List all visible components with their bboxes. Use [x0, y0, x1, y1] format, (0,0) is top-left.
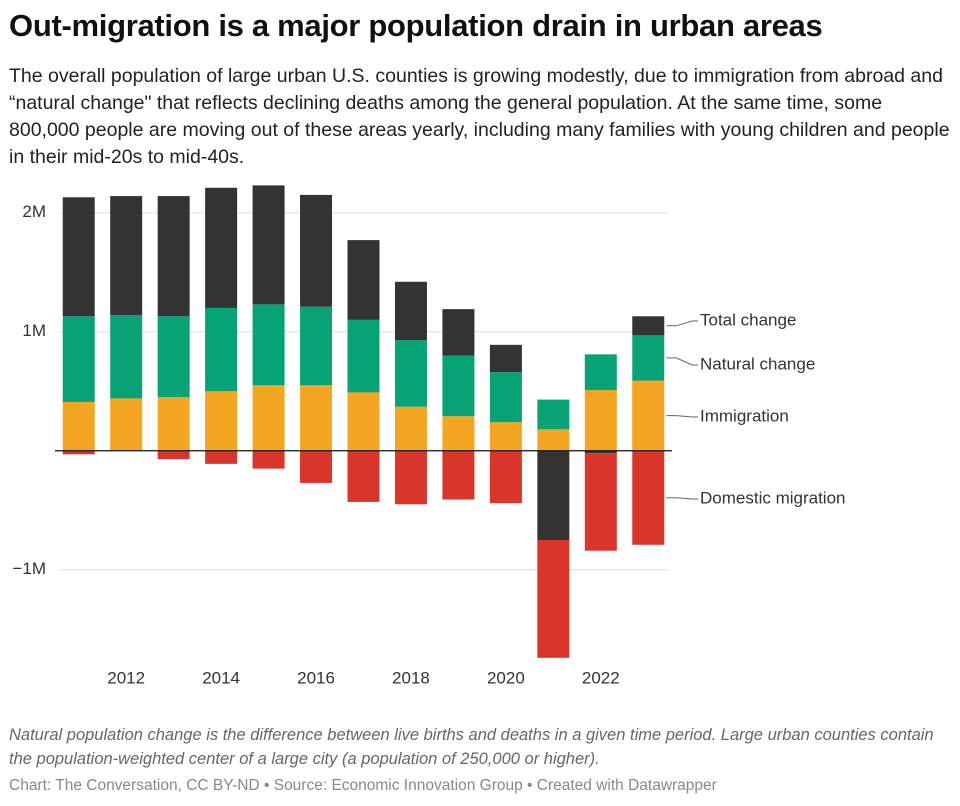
legend-leader: [666, 497, 699, 500]
bar-segment: [584, 450, 617, 454]
bar-segment: [347, 319, 380, 393]
bar-segment: [205, 187, 238, 308]
bar-segment: [537, 450, 570, 540]
bar-segment: [157, 397, 190, 451]
bar-segment: [300, 306, 333, 386]
legend-label: Domestic migration: [700, 488, 846, 507]
bar-segment: [489, 450, 522, 504]
x-tick-label: 2022: [582, 668, 620, 687]
bar-segment: [442, 355, 475, 417]
bar-segment: [442, 450, 475, 500]
x-tick-label: 2020: [487, 668, 525, 687]
bar-segment: [205, 450, 238, 464]
x-tick-label: 2012: [107, 668, 145, 687]
chart-subtitle: The overall population of large urban U.…: [9, 65, 950, 168]
y-tick-label: 1M: [22, 321, 46, 340]
chart-title: Out-migration is a major population drai…: [9, 8, 823, 43]
bar-segment: [489, 372, 522, 423]
bar-segment: [110, 196, 143, 316]
x-tick-label: 2014: [202, 668, 240, 687]
bar-segment: [584, 354, 617, 391]
bar-segment: [394, 281, 427, 341]
bar-segment: [157, 450, 190, 460]
bar-segment: [110, 315, 143, 399]
x-tick-label: 2016: [297, 668, 335, 687]
bar-segment: [252, 304, 285, 386]
bar-segment: [62, 450, 95, 455]
legend-label: Immigration: [700, 406, 789, 425]
bar-segment: [62, 401, 95, 451]
bar-segment: [205, 391, 238, 451]
bar-segment: [537, 399, 570, 430]
bar-segment: [537, 540, 570, 658]
bar-segment: [110, 398, 143, 451]
bar-segment: [252, 185, 285, 305]
chart-note: Natural population change is the differe…: [9, 726, 934, 768]
bar-segment: [62, 316, 95, 402]
chart-source: Chart: The Conversation, CC BY-ND • Sour…: [9, 777, 717, 794]
y-tick-label: −1M: [12, 559, 46, 578]
legend-leader: [666, 357, 699, 366]
bar-segment: [157, 196, 190, 317]
legend-leader: [666, 320, 699, 327]
bar-segment: [632, 316, 665, 336]
bar-segment: [300, 450, 333, 483]
bar-segment: [442, 309, 475, 356]
bar-segment: [205, 307, 238, 392]
bar-segment: [157, 316, 190, 398]
bar-segment: [584, 390, 617, 451]
bar-segment: [347, 240, 380, 320]
y-tick-label: 2M: [22, 202, 46, 221]
bar-segment: [347, 450, 380, 502]
bar-segment: [300, 385, 333, 451]
legend-label: Natural change: [700, 354, 815, 373]
bar-segment: [584, 453, 617, 551]
legend-label: Total change: [700, 310, 796, 329]
bar-segment: [632, 450, 665, 545]
bar-segment: [62, 197, 95, 317]
bar-segment: [489, 344, 522, 373]
bar-segment: [394, 450, 427, 505]
bar-segment: [489, 422, 522, 451]
legend-leader: [666, 415, 699, 418]
bar-segment: [537, 429, 570, 451]
bar-segment: [252, 450, 285, 469]
bar-segment: [632, 380, 665, 451]
bar-segment: [347, 392, 380, 451]
x-tick-label: 2018: [392, 668, 430, 687]
bar-segment: [442, 416, 475, 451]
bar-segment: [394, 340, 427, 407]
bar-segment: [632, 335, 665, 381]
bar-segment: [394, 406, 427, 451]
bar-segment: [300, 194, 333, 307]
bar-segment: [252, 385, 285, 451]
